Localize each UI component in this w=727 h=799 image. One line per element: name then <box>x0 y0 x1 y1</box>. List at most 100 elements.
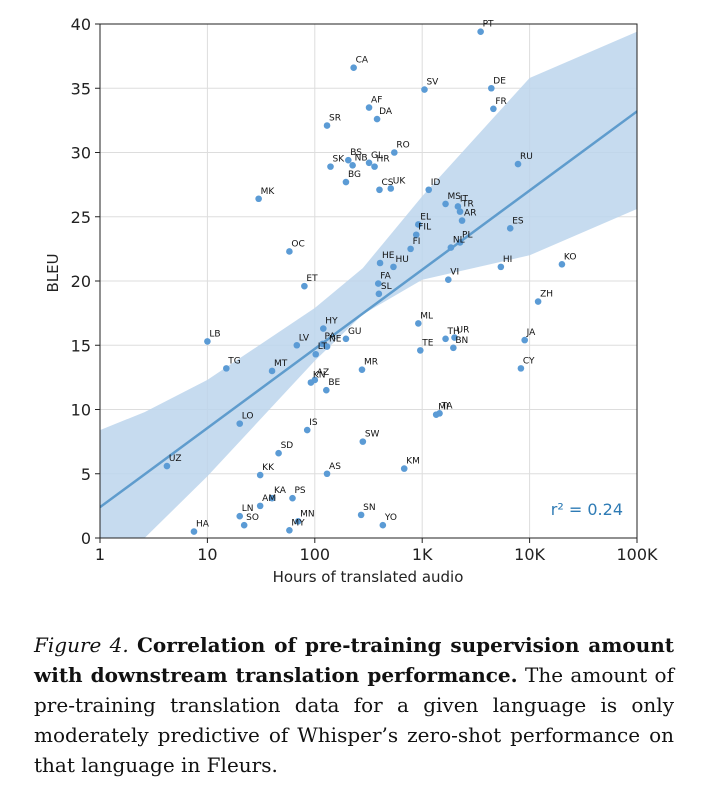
point-label-is: IS <box>309 418 318 428</box>
data-point-lo <box>236 420 244 427</box>
point-label-bs: BS <box>350 148 362 158</box>
point-label-bg: BG <box>348 170 361 180</box>
point-label-pa: PA <box>325 332 337 342</box>
data-point-mk <box>255 195 262 203</box>
point-label-th: TH <box>447 327 460 337</box>
caption-title: Correlation of pre-training supervision … <box>34 633 675 687</box>
data-point-ml <box>415 320 422 327</box>
point-label-yo: YO <box>384 513 397 523</box>
y-axis-title: BLEU <box>44 253 62 292</box>
data-point-sr <box>323 122 331 129</box>
y-tick-label: 25 <box>71 208 91 227</box>
data-point-zh <box>534 298 542 305</box>
point-label-de: DE <box>493 76 506 86</box>
data-point-it <box>454 203 462 210</box>
data-point-bn <box>450 344 457 352</box>
point-label-fr: FR <box>495 97 506 107</box>
point-label-ne: NE <box>329 335 342 345</box>
axis-ticks: 1 10 100 1K 10K 100K 0 5 10 15 20 25 30 35 40 <box>71 15 658 564</box>
point-label-es: ES <box>512 216 524 226</box>
point-label-sl: SL <box>381 282 392 292</box>
point-label-km: KM <box>406 457 420 467</box>
point-label-kn: KN <box>313 371 326 381</box>
point-label-pt: PT <box>483 20 494 30</box>
data-point-km <box>400 465 408 472</box>
point-label-uk: UK <box>393 176 407 186</box>
data-point-tg <box>223 365 230 372</box>
data-point-be <box>323 386 330 394</box>
data-point-th <box>442 335 449 343</box>
point-label-mi: MI <box>438 403 448 413</box>
point-label-ca: CA <box>356 56 369 66</box>
data-point-id <box>425 186 433 194</box>
data-point-el <box>415 221 422 228</box>
x-tick-label: 100 <box>300 545 331 564</box>
data-point-kk <box>256 471 264 479</box>
data-point-ar <box>458 217 466 224</box>
point-label-lv: LV <box>299 333 310 343</box>
data-point-et <box>301 282 308 290</box>
point-label-zh: ZH <box>540 290 553 300</box>
point-label-hi: HI <box>503 255 512 265</box>
data-point-ms <box>442 200 449 208</box>
data-point-bs <box>344 156 352 164</box>
x-tick-label: 10K <box>514 545 545 564</box>
data-point-hr <box>371 163 378 170</box>
point-label-mk: MK <box>261 187 276 197</box>
r-squared-annotation: r² = 0.24 <box>551 500 623 519</box>
point-label-vi: VI <box>450 268 459 278</box>
data-point-ko <box>558 260 566 268</box>
data-point-cy <box>517 365 525 372</box>
data-point-vi <box>445 276 452 284</box>
data-point-ja <box>521 336 528 344</box>
point-label-id: ID <box>431 178 441 188</box>
point-label-cy: CY <box>523 356 535 366</box>
point-label-fi: FI <box>413 237 421 247</box>
y-tick-label: 15 <box>71 336 91 355</box>
y-tick-label: 0 <box>81 529 91 548</box>
point-label-as: AS <box>329 462 341 472</box>
point-label-kk: KK <box>262 463 275 473</box>
point-label-ru: RU <box>520 152 533 162</box>
data-point-nl <box>447 244 455 251</box>
data-point-yo <box>379 521 387 529</box>
data-point-hu <box>390 263 397 271</box>
point-label-be: BE <box>328 378 340 388</box>
caption-body: The amount of pre-training translation d… <box>34 663 674 777</box>
data-point-af <box>365 104 373 111</box>
data-point-ru <box>514 160 522 168</box>
confidence-band <box>100 31 637 538</box>
data-point-ur <box>451 334 458 341</box>
data-point-da <box>373 115 381 123</box>
data-point-oc <box>286 248 293 255</box>
point-label-lo: LO <box>242 412 254 422</box>
data-point-my <box>286 526 293 534</box>
data-point-sd <box>275 449 282 457</box>
point-label-he: HE <box>382 251 395 261</box>
point-label-nl: NL <box>453 236 465 246</box>
x-tick-label: 10 <box>197 545 217 564</box>
point-label-ko: KO <box>564 252 577 262</box>
point-label-lb: LB <box>209 329 220 339</box>
y-tick-label: 40 <box>71 15 91 34</box>
data-point-ca <box>350 64 357 71</box>
data-point-lt <box>312 350 320 358</box>
point-label-am: AM <box>262 494 276 504</box>
point-label-uz: UZ <box>169 454 182 464</box>
point-label-gu: GU <box>348 327 362 337</box>
data-point-sw <box>359 438 367 445</box>
x-tick-label: 1 <box>95 545 105 564</box>
point-label-ar: AR <box>464 209 476 219</box>
data-point-az <box>311 376 319 384</box>
data-point-so <box>240 521 248 529</box>
x-axis-title: Hours of translated audio <box>273 568 464 586</box>
data-point-as <box>323 470 331 478</box>
y-tick-label: 35 <box>71 79 91 98</box>
data-point-ro <box>391 149 398 156</box>
data-point-sk <box>327 163 334 170</box>
point-label-sv: SV <box>426 78 439 88</box>
point-label-ps: PS <box>295 486 306 496</box>
regression-line <box>100 110 637 509</box>
regression-line-layer <box>100 110 637 509</box>
point-label-ur: UR <box>457 326 470 336</box>
